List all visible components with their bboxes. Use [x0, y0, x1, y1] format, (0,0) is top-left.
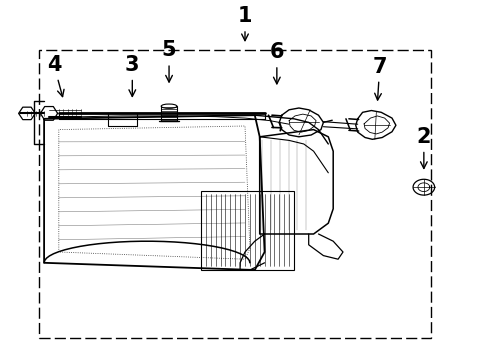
Bar — [161, 106, 177, 121]
Text: 1: 1 — [238, 6, 252, 41]
Ellipse shape — [161, 104, 177, 108]
Text: 5: 5 — [162, 40, 176, 82]
Text: 4: 4 — [47, 55, 64, 96]
Text: 7: 7 — [372, 57, 387, 100]
Text: 3: 3 — [125, 55, 140, 96]
Text: 2: 2 — [416, 127, 431, 168]
Bar — [39, 50, 431, 338]
Text: 6: 6 — [270, 42, 284, 84]
Bar — [201, 191, 294, 270]
